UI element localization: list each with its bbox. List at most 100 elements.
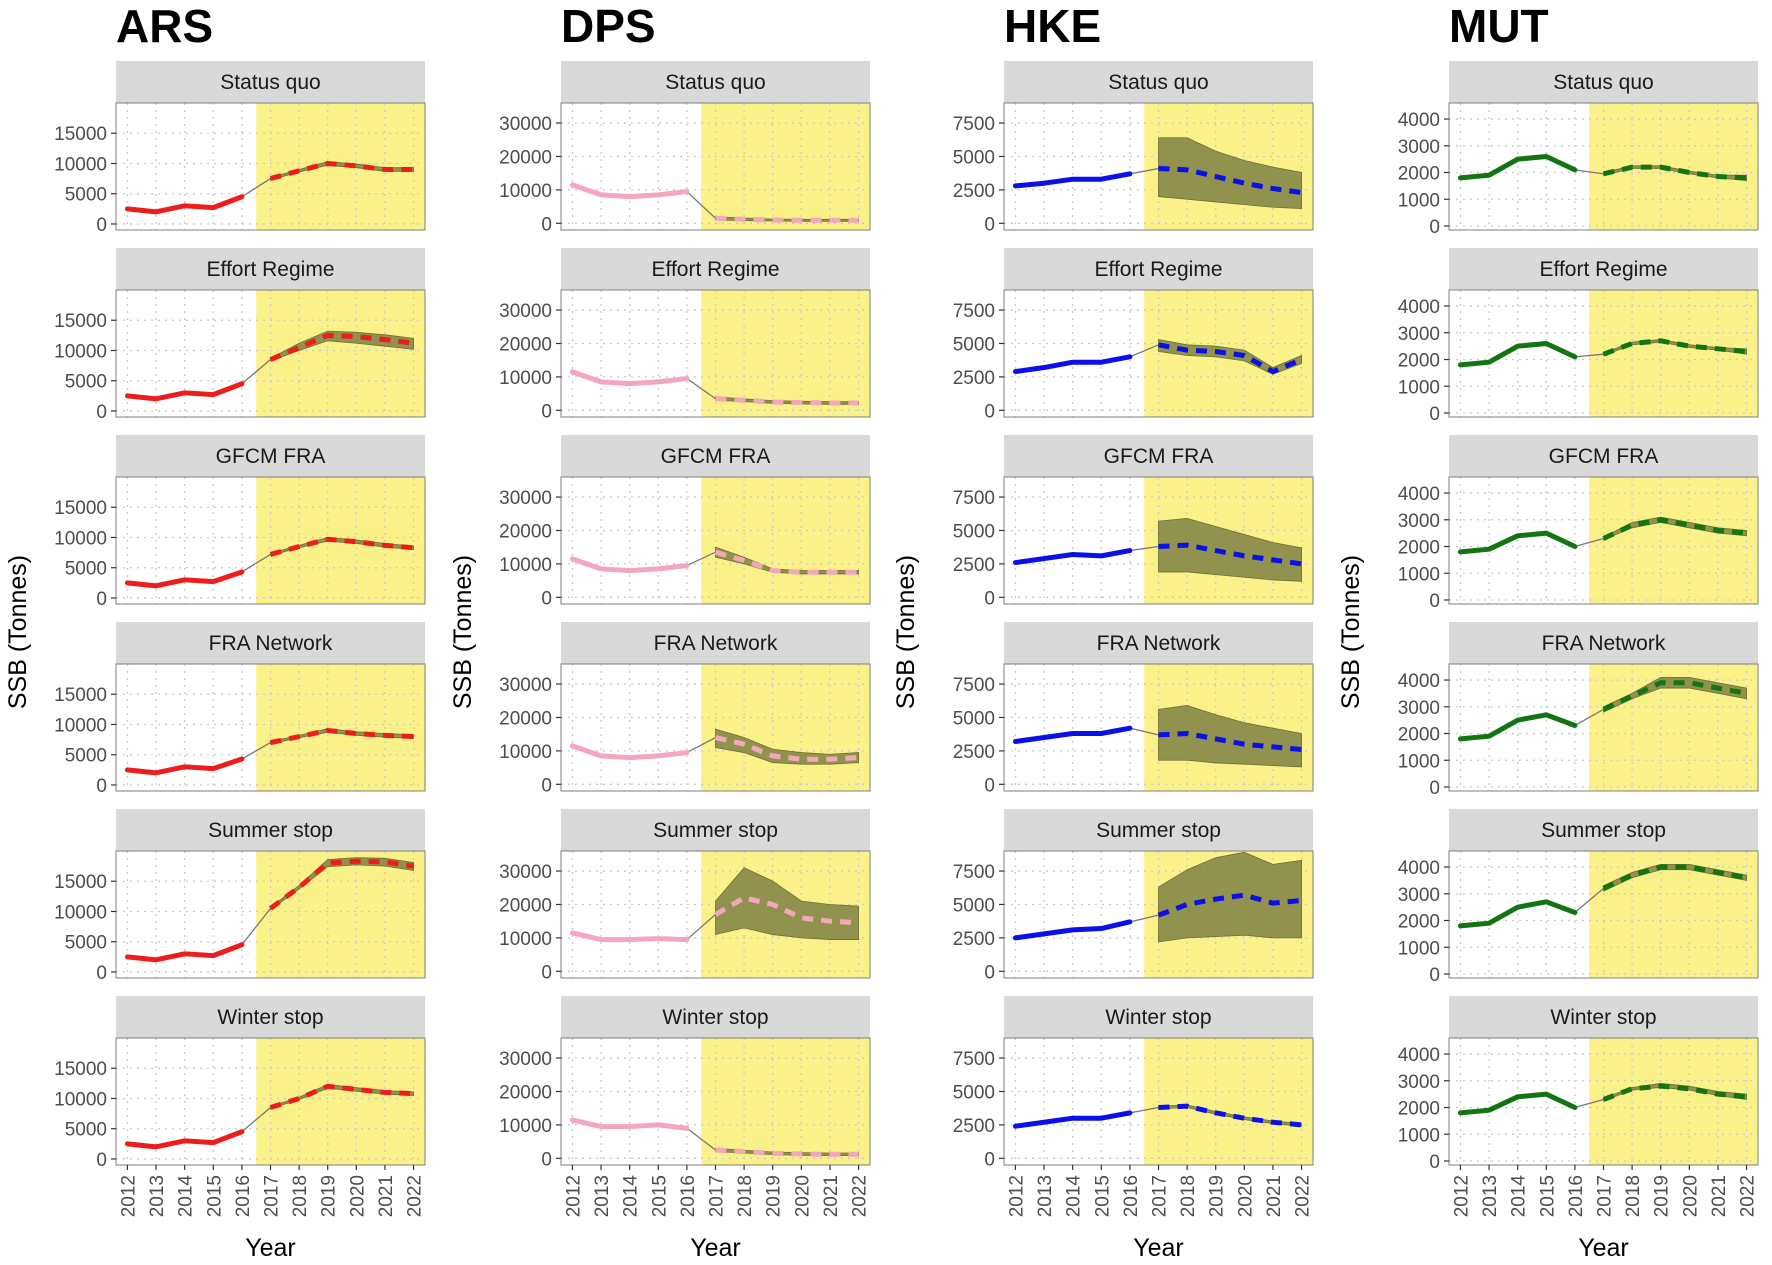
y-tick-label: 7500: [953, 1049, 995, 1070]
panel-mut-effort-regime: Effort Regime 0 1000 2000 3000 4000: [1398, 248, 1759, 425]
x-tick-label: 2022: [1738, 1175, 1759, 1217]
panel-strip: [1004, 809, 1313, 851]
panel-strip: [1449, 435, 1758, 477]
y-tick-label: 10000: [499, 1116, 552, 1137]
plot-frame: [115, 476, 426, 605]
y-axis-title: SSB (Tonnes): [4, 555, 32, 709]
x-tick-label: 2021: [821, 1175, 842, 1217]
plot-frame: [1003, 289, 1314, 418]
projection-period-band: [701, 103, 870, 230]
panel-strip-label: Status quo: [1108, 71, 1208, 94]
y-tick-label: 7500: [953, 675, 995, 696]
transition-line: [1574, 708, 1604, 727]
plot-frame: [1003, 663, 1314, 792]
y-tick-label: 2000: [1398, 538, 1440, 559]
panel-strip: [1004, 996, 1313, 1038]
x-tick-label: 2020: [347, 1175, 368, 1217]
y-tick-label: 0: [1429, 591, 1440, 612]
panel-dps-status-quo: Status quo 0 10000 20000 30000: [499, 61, 871, 235]
projection-series-line: [714, 549, 859, 575]
projection-series-line: [1158, 166, 1302, 196]
y-tick-label: 2000: [1398, 1099, 1440, 1120]
projection-series-line: [269, 536, 414, 557]
panel-dps-winter-stop: Winter stop 0 10000 20000 30000 2012 2013 2014 2…: [499, 996, 871, 1217]
y-tick-label: 7500: [953, 488, 995, 509]
panel-strip-label: Effort Regime: [1095, 258, 1223, 281]
x-tick-label: 2012: [118, 1175, 139, 1217]
projection-series-line: [715, 215, 859, 223]
y-tick-label: 0: [1429, 404, 1440, 425]
history-series-line: [569, 556, 690, 574]
projection-series-line: [269, 332, 414, 362]
uncertainty-band: [270, 330, 414, 362]
panel-mut-gfcm-fra: GFCM FRA 0 1000 2000 3000 4000: [1398, 435, 1759, 612]
panel-mut-summer-stop: Summer stop 0 1000 2000 3000 4000: [1398, 809, 1759, 986]
x-tick-label: 2015: [204, 1175, 225, 1217]
y-tick-label: 4000: [1398, 484, 1440, 505]
x-tick-label: 2018: [735, 1175, 756, 1217]
history-series-line: [569, 1117, 690, 1131]
y-tick-label: 2000: [1398, 725, 1440, 746]
y-tick-label: 10000: [499, 929, 552, 950]
history-series-line: [124, 569, 245, 589]
y-tick-label: 0: [541, 588, 552, 609]
x-tick-label: 2018: [290, 1175, 311, 1217]
y-tick-label: 20000: [499, 1082, 552, 1103]
panel-strip-label: Effort Regime: [207, 258, 335, 281]
panel-strip: [561, 248, 870, 290]
panel-strip: [1004, 435, 1313, 477]
history-series-line: [1012, 919, 1133, 941]
y-tick-label: 20000: [499, 708, 552, 729]
y-tick-label: 5000: [953, 1082, 995, 1103]
panel-strip-label: Winter stop: [1105, 1006, 1211, 1029]
y-tick-label: 30000: [499, 862, 552, 883]
x-axis-title: Year: [245, 1234, 296, 1262]
y-tick-label: 0: [984, 775, 995, 796]
history-series-line: [124, 381, 245, 402]
panel-strip-label: Status quo: [220, 71, 320, 94]
transition-line: [1129, 727, 1159, 736]
projection-period-band: [1589, 103, 1758, 230]
y-tick-label: 3000: [1398, 137, 1440, 158]
x-tick-label: 2015: [1092, 1175, 1113, 1217]
uncertainty-band: [1158, 338, 1302, 375]
x-tick-label: 2012: [1006, 1175, 1027, 1217]
y-tick-label: 5000: [65, 746, 107, 767]
x-tick-label: 2021: [1264, 1175, 1285, 1217]
transition-line: [241, 1107, 271, 1133]
y-tick-label: 3000: [1398, 698, 1440, 719]
transition-line: [1129, 914, 1159, 923]
x-tick-label: 2021: [376, 1175, 397, 1217]
panel-hke-gfcm-fra: GFCM FRA 0 2500 5000 7500: [953, 435, 1314, 609]
transition-line: [686, 378, 716, 400]
y-tick-label: 15000: [54, 311, 107, 332]
panel-strip-label: Summer stop: [653, 819, 778, 842]
projection-series-line: [269, 1083, 414, 1110]
panel-ars-winter-stop: Winter stop 0 5000 10000 15000 2012 2013 2014 20…: [54, 996, 426, 1217]
panel-mut-winter-stop: Winter stop 0 1000 2000 3000 4000 2012 2013 2014…: [1398, 996, 1759, 1217]
plot-frame: [115, 663, 426, 792]
y-tick-label: 0: [96, 963, 107, 984]
panel-strip-label: FRA Network: [1097, 632, 1221, 655]
panel-strip: [116, 622, 425, 664]
y-tick-label: 1000: [1398, 751, 1440, 772]
panel-strip-label: Status quo: [665, 71, 765, 94]
x-tick-label: 2019: [319, 1175, 340, 1217]
x-axis-title: Year: [1133, 1234, 1184, 1262]
y-tick-label: 3000: [1398, 1072, 1440, 1093]
history-series-line: [1457, 899, 1578, 929]
x-tick-label: 2013: [592, 1175, 613, 1217]
transition-line: [241, 553, 271, 573]
projection-period-band: [1589, 290, 1758, 417]
transition-line: [686, 1127, 716, 1151]
y-tick-label: 1000: [1398, 564, 1440, 585]
y-tick-label: 7500: [953, 114, 995, 135]
y-tick-label: 5000: [65, 1120, 107, 1141]
y-tick-label: 4000: [1398, 671, 1440, 692]
transition-line: [241, 908, 272, 946]
history-series-line: [1012, 725, 1133, 745]
transition-line: [1574, 1098, 1604, 1109]
history-series-line: [1012, 548, 1133, 566]
y-tick-label: 2500: [953, 1116, 995, 1137]
y-tick-label: 10000: [54, 902, 107, 923]
